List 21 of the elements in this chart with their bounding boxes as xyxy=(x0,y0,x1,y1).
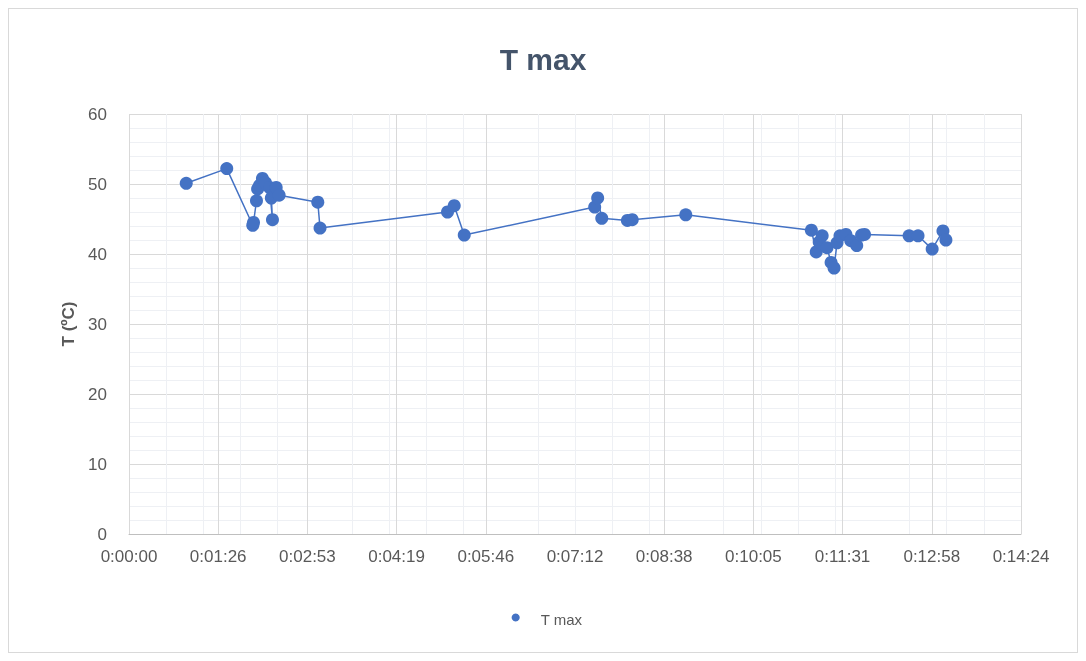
y-tick-label: 0 xyxy=(97,524,107,544)
x-tick-label: 0:02:53 xyxy=(279,547,336,566)
y-tick-label: 30 xyxy=(88,314,107,334)
x-tick-label: 0:01:26 xyxy=(189,547,247,566)
x-tick-label: 0:10:05 xyxy=(725,547,782,566)
chart-title: T max xyxy=(499,42,587,76)
text: T max xyxy=(540,611,583,628)
x-tick-label: 0:04:19 xyxy=(368,547,425,566)
y-tick-label: 60 xyxy=(88,104,107,124)
x-tick-label: 0:08:38 xyxy=(635,547,693,566)
y-axis-title: T (ºC) xyxy=(59,301,79,347)
x-tick-label: 0:11:31 xyxy=(814,547,871,566)
x-tick-label: 0:05:46 xyxy=(457,547,515,566)
y-tick-label: 50 xyxy=(88,174,107,194)
y-tick-label: 20 xyxy=(88,384,107,404)
y-tick-label: 40 xyxy=(88,244,107,264)
x-tick-label: 0:14:24 xyxy=(992,547,1050,566)
x-tick-label: 0:00:00 xyxy=(100,547,158,566)
x-tick-label: 0:07:12 xyxy=(546,547,604,566)
x-tick-label: 0:12:58 xyxy=(903,547,961,566)
y-tick-label: 10 xyxy=(88,454,107,474)
